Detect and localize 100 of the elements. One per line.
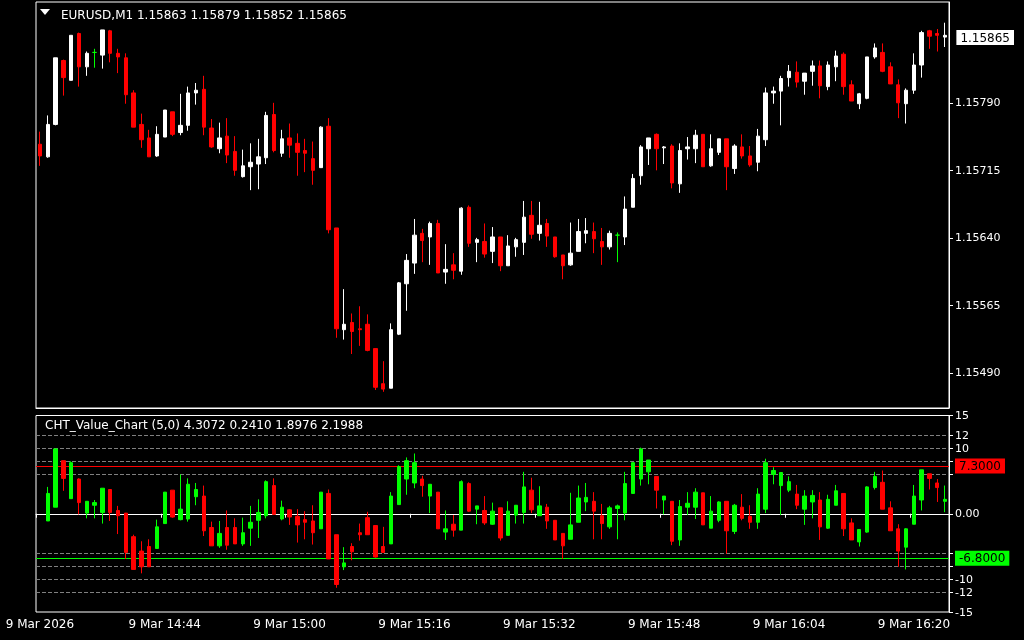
candlestick bbox=[373, 525, 378, 559]
text: EURUSD,M1 1.15863 1.15879 1.15852 1.15865 bbox=[61, 8, 347, 22]
candlestick bbox=[92, 48, 97, 69]
candlestick bbox=[233, 135, 237, 177]
y-tick-label: -15 bbox=[955, 605, 973, 619]
candlestick bbox=[147, 538, 151, 568]
candlestick bbox=[389, 322, 393, 389]
candlestick bbox=[935, 478, 939, 503]
candlestick bbox=[818, 491, 822, 541]
candlestick bbox=[834, 50, 838, 82]
candlestick bbox=[763, 87, 768, 147]
candlestick bbox=[615, 504, 620, 540]
candlestick bbox=[326, 489, 331, 560]
candlestick bbox=[163, 109, 167, 138]
candlestick bbox=[865, 485, 869, 534]
candlestick bbox=[724, 500, 729, 555]
candlestick bbox=[256, 498, 261, 539]
candlestick bbox=[412, 218, 417, 275]
candlestick bbox=[678, 142, 682, 194]
candlestick bbox=[693, 487, 698, 520]
y-tick-label: 12 bbox=[955, 428, 969, 442]
candlestick bbox=[475, 237, 479, 263]
candlestick bbox=[654, 132, 659, 171]
candlestick bbox=[451, 514, 456, 538]
y-tick-label: 15 bbox=[955, 409, 969, 422]
candlestick bbox=[615, 231, 620, 263]
candlestick bbox=[701, 133, 705, 168]
candlestick bbox=[498, 507, 503, 542]
candlestick bbox=[662, 495, 666, 515]
candlestick bbox=[506, 500, 510, 536]
candlestick bbox=[116, 48, 120, 74]
candlestick bbox=[654, 475, 659, 510]
candlestick bbox=[724, 138, 729, 191]
candlestick bbox=[248, 142, 253, 191]
y-tick-label: 0.00 bbox=[955, 507, 980, 521]
candlestick bbox=[701, 492, 705, 526]
candlestick bbox=[404, 253, 409, 312]
candlestick bbox=[802, 489, 807, 526]
candlestick bbox=[178, 93, 183, 136]
candlestick bbox=[553, 519, 557, 541]
candlestick bbox=[287, 123, 292, 159]
candlestick bbox=[857, 528, 861, 547]
candlestick bbox=[623, 195, 627, 246]
candlestick bbox=[319, 491, 323, 530]
candlestick bbox=[350, 312, 354, 355]
candlestick bbox=[943, 485, 947, 513]
x-tick-label: 9 Mar 15:00 bbox=[253, 617, 326, 631]
candlestick bbox=[740, 133, 744, 160]
candlestick bbox=[202, 75, 206, 136]
candlestick bbox=[935, 28, 939, 53]
candlestick bbox=[904, 87, 908, 125]
candlestick bbox=[443, 243, 448, 285]
candlestick bbox=[732, 143, 737, 175]
candlestick bbox=[600, 503, 604, 540]
candlestick bbox=[678, 499, 682, 547]
chart-title: CHT_Value_Chart (5,0) 4.3072 0.2410 1.8976 2.1988 bbox=[45, 418, 364, 432]
candlestick bbox=[631, 173, 635, 208]
candlestick bbox=[334, 227, 339, 339]
candlestick bbox=[225, 117, 229, 164]
candlestick bbox=[272, 102, 276, 153]
candlestick bbox=[397, 464, 401, 506]
candlestick bbox=[311, 141, 315, 186]
candlestick bbox=[77, 32, 81, 88]
candlestick bbox=[389, 491, 393, 545]
candlestick bbox=[116, 505, 120, 535]
candlestick bbox=[194, 482, 198, 506]
candlestick bbox=[358, 305, 362, 347]
candlestick bbox=[350, 542, 354, 561]
candlestick bbox=[428, 483, 432, 514]
candlestick bbox=[522, 200, 526, 256]
candlestick bbox=[849, 517, 854, 541]
candlestick bbox=[404, 456, 409, 496]
x-tick-label: 9 Mar 15:48 bbox=[627, 617, 701, 631]
ref-line-label: 7.3000 bbox=[959, 458, 1001, 473]
x-tick-label: 9 Mar 2026 bbox=[5, 617, 75, 631]
candlestick bbox=[522, 471, 526, 525]
candlestick bbox=[756, 128, 760, 172]
candlestick bbox=[225, 509, 229, 551]
candlestick bbox=[771, 466, 776, 485]
candlestick bbox=[834, 484, 838, 506]
candlestick bbox=[490, 226, 495, 264]
y-tick-label: 1.15715 bbox=[955, 163, 1001, 177]
candlestick bbox=[607, 230, 612, 251]
candlestick bbox=[303, 138, 307, 173]
candlestick bbox=[100, 487, 105, 525]
candlestick bbox=[568, 222, 573, 267]
candlestick bbox=[295, 508, 300, 544]
candlestick bbox=[529, 200, 534, 240]
candlestick bbox=[880, 42, 885, 73]
x-tick-label: 9 Mar 15:16 bbox=[378, 617, 451, 631]
x-tick-label: 9 Mar 16:04 bbox=[752, 617, 826, 631]
candlestick bbox=[295, 132, 300, 177]
candlestick bbox=[194, 82, 198, 106]
candlestick bbox=[139, 540, 144, 574]
candlestick bbox=[46, 486, 50, 522]
candlestick bbox=[467, 204, 471, 248]
candlestick bbox=[482, 495, 487, 526]
candlestick bbox=[584, 482, 588, 512]
candlestick bbox=[412, 452, 417, 489]
candlestick bbox=[795, 60, 799, 89]
